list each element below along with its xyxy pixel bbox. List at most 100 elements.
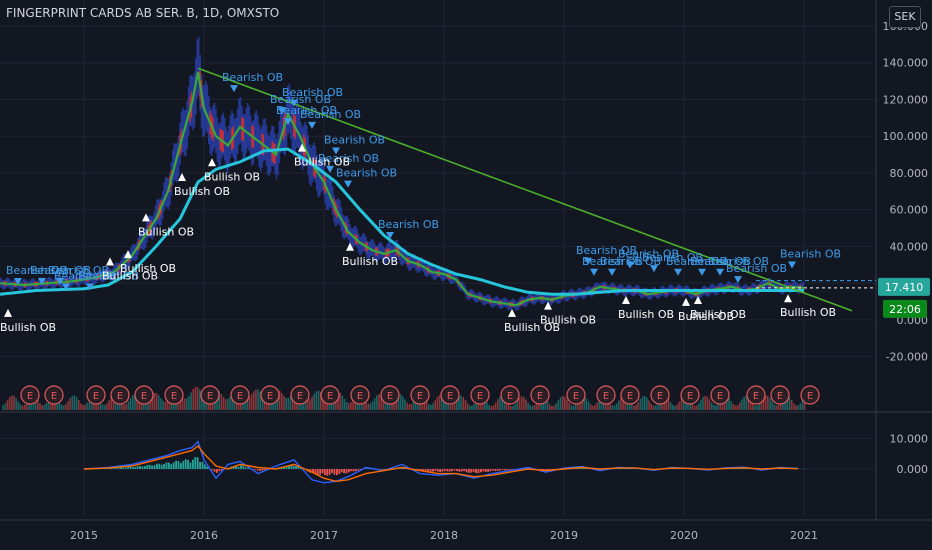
- earnings-event-marker[interactable]: [200, 385, 220, 405]
- earnings-event-marker[interactable]: [620, 385, 640, 405]
- earnings-event-marker[interactable]: [230, 385, 250, 405]
- bullish-ob-label: Bullish OB: [204, 170, 260, 183]
- volume-bar: [490, 406, 493, 410]
- currency-button[interactable]: SEK: [889, 6, 921, 28]
- volume-bar: [203, 396, 205, 410]
- macd-histogram-bar: [345, 469, 348, 474]
- volume-bar: [285, 397, 287, 410]
- bearish-ob-label: Bearish OB: [282, 86, 343, 99]
- bullish-ob-marker: [298, 143, 306, 152]
- earnings-event-marker[interactable]: [470, 385, 490, 405]
- earnings-event-marker[interactable]: [410, 385, 430, 405]
- volume-bar: [790, 399, 793, 410]
- macd-histogram-bar: [470, 469, 473, 473]
- volume-bar: [769, 398, 771, 410]
- volume-bar: [786, 395, 789, 410]
- volume-bar: [287, 397, 290, 410]
- volume-bar: [227, 398, 229, 410]
- volume-bar: [408, 404, 411, 410]
- earnings-event-marker[interactable]: [710, 385, 730, 405]
- volume-bar: [464, 399, 467, 410]
- volume-bar: [801, 400, 804, 410]
- volume-bar: [224, 399, 227, 410]
- volume-bar: [15, 398, 17, 410]
- bearish-ob-label: Bearish OB: [54, 269, 115, 282]
- price-tick-label: 60.000: [890, 204, 929, 217]
- earnings-event-marker[interactable]: [134, 385, 154, 405]
- earnings-event-marker[interactable]: [320, 385, 340, 405]
- volume-bar: [635, 404, 637, 410]
- earnings-event-marker[interactable]: [260, 385, 280, 405]
- volume-bar: [564, 396, 566, 410]
- macd-histogram-bar: [196, 457, 199, 470]
- volume-bar: [732, 403, 735, 410]
- earnings-event-marker[interactable]: [680, 385, 700, 405]
- volume-bar: [194, 387, 197, 410]
- earnings-event-marker[interactable]: [20, 385, 40, 405]
- volume-bar: [432, 403, 434, 410]
- earnings-event-marker[interactable]: [596, 385, 616, 405]
- volume-bar: [306, 399, 309, 410]
- volume-bar: [494, 402, 497, 410]
- macd-histogram-bar: [144, 466, 146, 470]
- earnings-event-marker[interactable]: [44, 385, 64, 405]
- earnings-event-marker[interactable]: [530, 385, 550, 405]
- macd-histogram-bar: [213, 469, 216, 472]
- volume-bar: [425, 401, 428, 410]
- volume-bar: [391, 402, 393, 410]
- macd-histogram-bar: [163, 463, 165, 470]
- macd-histogram-bar: [201, 461, 204, 470]
- volume-bar: [160, 398, 162, 410]
- earnings-event-marker[interactable]: [86, 385, 106, 405]
- volume-bar: [520, 396, 523, 410]
- indicator-tick-label: 0.000: [897, 463, 929, 476]
- volume-bar: [460, 395, 462, 410]
- earnings-event-marker[interactable]: [290, 385, 310, 405]
- volume-bar: [475, 400, 478, 410]
- earnings-event-marker[interactable]: [746, 385, 766, 405]
- bearish-ob-label: Bearish OB: [270, 93, 331, 106]
- bearish-ob-label: Bearish OB: [600, 255, 661, 268]
- price-tick-label: 40.000: [890, 240, 929, 253]
- earnings-event-marker[interactable]: [110, 385, 130, 405]
- earnings-event-marker[interactable]: [440, 385, 460, 405]
- macd-histogram-bar: [340, 469, 343, 473]
- volume-bar: [784, 396, 786, 410]
- bearish-ob-marker: [230, 85, 238, 93]
- earnings-event-marker[interactable]: [380, 385, 400, 405]
- volume-bar: [21, 405, 24, 410]
- earnings-event-marker[interactable]: [800, 385, 820, 405]
- earnings-event-marker[interactable]: [164, 385, 184, 405]
- earnings-event-label: E: [717, 391, 723, 402]
- volume-bar: [190, 392, 192, 410]
- macd-histogram-bar: [177, 461, 180, 470]
- macd-histogram-bar: [580, 467, 583, 470]
- bearish-ob-marker: [674, 268, 682, 276]
- earnings-event-label: E: [687, 391, 693, 402]
- bearish-ob-marker: [326, 165, 334, 173]
- volume-bar: [88, 399, 91, 410]
- volume-bar: [205, 397, 208, 410]
- earnings-event-marker[interactable]: [770, 385, 790, 405]
- volume-bar: [751, 402, 754, 410]
- volume-bar: [132, 395, 134, 410]
- volume-bar: [4, 403, 7, 410]
- volume-bar: [261, 394, 264, 410]
- volume-bar: [123, 404, 125, 410]
- earnings-event-label: E: [171, 391, 177, 402]
- bullish-ob-marker: [508, 308, 516, 317]
- earnings-event-marker[interactable]: [500, 385, 520, 405]
- macd-indicator: [83, 440, 806, 484]
- volume-bar: [451, 404, 454, 410]
- volume-bar: [278, 390, 281, 410]
- earnings-event-marker[interactable]: [650, 385, 670, 405]
- macd-histogram-bar: [432, 469, 434, 472]
- earnings-event-marker[interactable]: [350, 385, 370, 405]
- bearish-ob-label: Bearish OB: [708, 255, 769, 268]
- volume-bar: [36, 400, 39, 410]
- earnings-event-marker[interactable]: [566, 385, 586, 405]
- volume-bar: [754, 405, 756, 410]
- bullish-ob-label: Bullish OB: [138, 225, 194, 238]
